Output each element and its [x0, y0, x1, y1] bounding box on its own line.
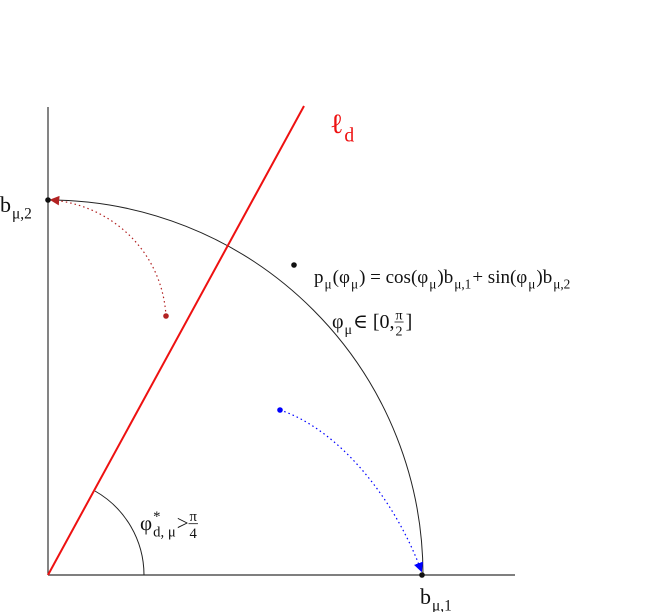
angle-arc [94, 490, 145, 576]
formula-subscript: μ [528, 277, 535, 292]
formula-subscript: μ,2 [553, 277, 570, 292]
point-p [291, 262, 297, 268]
red-point [163, 313, 169, 319]
formula: )b [536, 267, 552, 288]
range: φ [332, 311, 344, 333]
angle-label: φ [140, 511, 152, 535]
angle-label-denominator: 4 [190, 526, 198, 542]
formula: + sin(φ [472, 267, 527, 288]
formula-subscript: μ [351, 277, 358, 292]
line-label: ℓ [330, 109, 343, 140]
point-b1 [419, 572, 425, 578]
formula: )b [437, 267, 453, 288]
angle-label: > [177, 511, 189, 535]
red-path [49, 195, 167, 317]
range-denominator: 2 [396, 325, 403, 340]
formula: (φ [333, 267, 350, 288]
angle-label-numerator: π [190, 509, 198, 525]
angle-label-subscript: d, μ [153, 524, 176, 540]
blue-path [279, 409, 423, 573]
range-subscript: μ [345, 323, 353, 338]
formula-subscript: μ [325, 277, 332, 292]
b1-label-subscript: μ,1 [432, 598, 452, 612]
b2-label-subscript: μ,2 [12, 206, 32, 223]
quarter-arc [47, 199, 424, 576]
line-ld [47, 105, 305, 576]
formula-subscript: μ,1 [454, 277, 471, 292]
range: ∈ [0, [353, 311, 394, 333]
point-b2 [45, 197, 51, 203]
line-label-subscript: d [344, 125, 354, 146]
range-numerator: π [396, 309, 403, 324]
formula-subscript: μ [429, 277, 436, 292]
blue-point [277, 407, 283, 413]
angle-label-superscript: * [153, 509, 160, 525]
formula: ) = cos(φ [359, 267, 428, 288]
formula: p [314, 267, 324, 288]
b2-label: b [0, 192, 11, 217]
b1-label: b [420, 584, 431, 609]
range: ] [406, 311, 413, 333]
